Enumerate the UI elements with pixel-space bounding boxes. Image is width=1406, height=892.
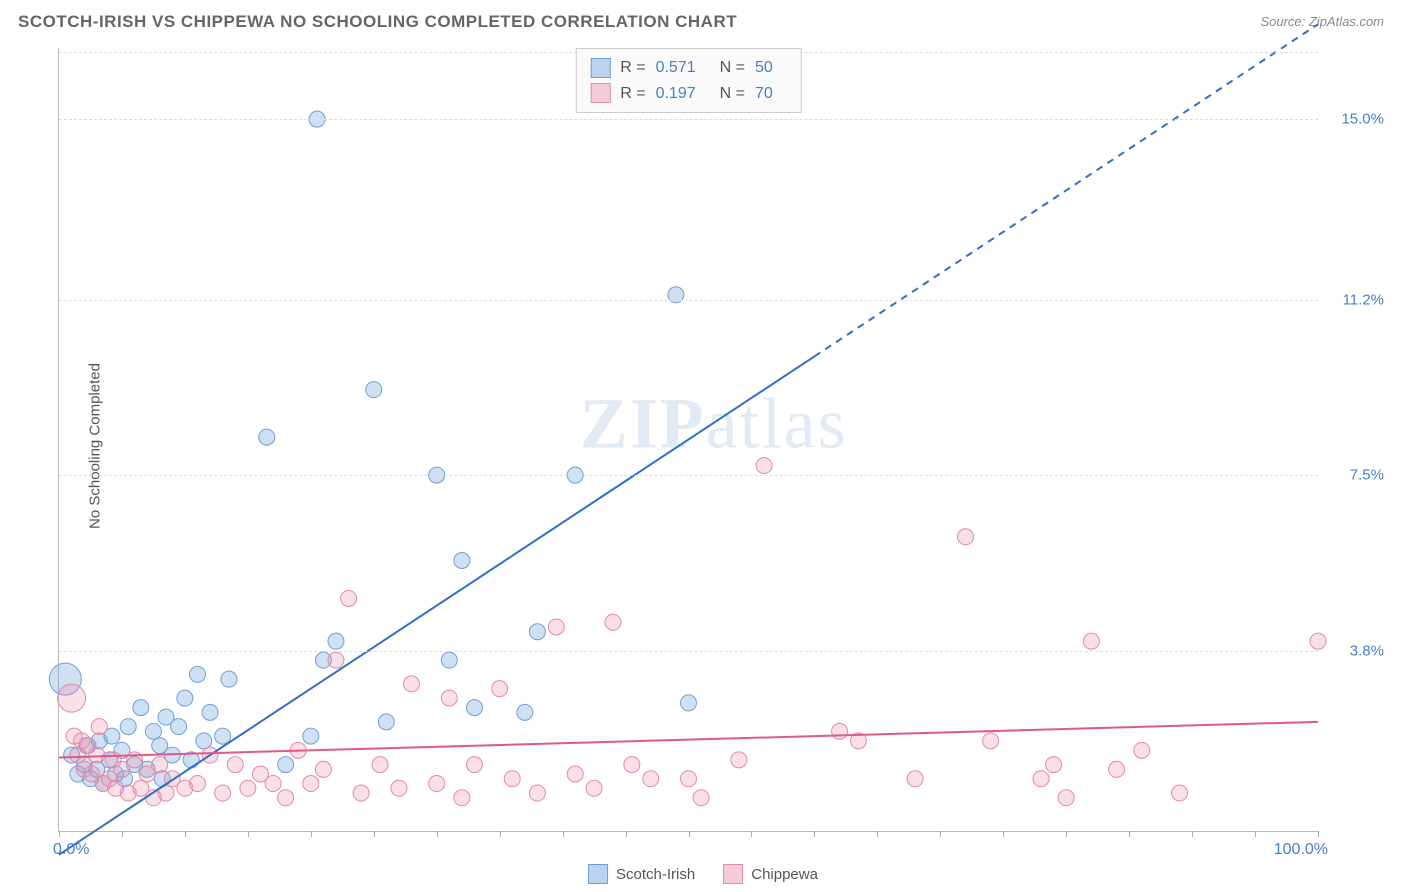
plot-area: R = 0.571 N = 50 R = 0.197 N = 70 ZIPatl… <box>58 48 1318 832</box>
y-tick-label: 7.5% <box>1350 467 1384 484</box>
source-attribution: Source: ZipAtlas.com <box>1260 14 1384 29</box>
stats-legend: R = 0.571 N = 50 R = 0.197 N = 70 <box>575 48 802 113</box>
stats-row-scotch-irish: R = 0.571 N = 50 <box>590 55 787 81</box>
y-tick-label: 11.2% <box>1343 291 1384 308</box>
n-value-scotch-irish: 50 <box>755 55 773 81</box>
scatter-svg <box>59 48 1318 831</box>
x-max-label: 100.0% <box>1274 841 1328 859</box>
r-value-scotch-irish: 0.571 <box>656 55 696 81</box>
n-value-chippewa: 70 <box>755 81 773 107</box>
series-legend: Scotch-Irish Chippewa <box>588 864 818 884</box>
chart-title: SCOTCH-IRISH VS CHIPPEWA NO SCHOOLING CO… <box>18 12 737 32</box>
r-value-chippewa: 0.197 <box>656 81 696 107</box>
legend-swatch-scotch-irish <box>588 864 608 884</box>
legend-label-scotch-irish: Scotch-Irish <box>616 866 695 883</box>
y-tick-label: 15.0% <box>1341 111 1384 128</box>
legend-item-chippewa: Chippewa <box>723 864 818 884</box>
swatch-chippewa <box>590 83 610 103</box>
legend-swatch-chippewa <box>723 864 743 884</box>
x-min-label: 0.0% <box>53 841 89 859</box>
stats-row-chippewa: R = 0.197 N = 70 <box>590 81 787 107</box>
swatch-scotch-irish <box>590 58 610 78</box>
chart-container: SCOTCH-IRISH VS CHIPPEWA NO SCHOOLING CO… <box>0 0 1406 892</box>
legend-label-chippewa: Chippewa <box>751 866 818 883</box>
legend-item-scotch-irish: Scotch-Irish <box>588 864 695 884</box>
y-tick-label: 3.8% <box>1350 642 1384 659</box>
